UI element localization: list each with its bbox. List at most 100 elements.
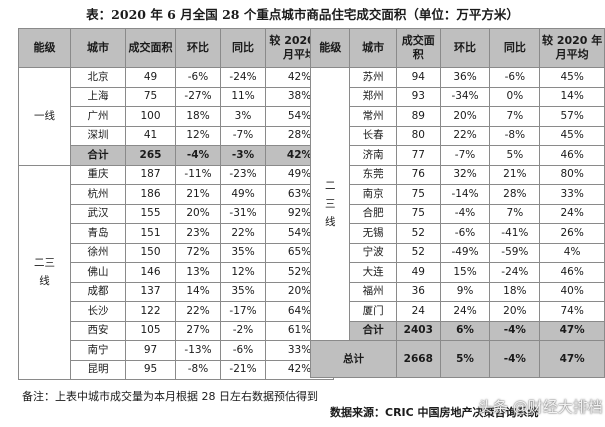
watermark: 头条 @财经大排档 [478, 398, 603, 416]
table-row: 福州 36 9% 18% 40% [311, 281, 605, 302]
area-cell: 77 [395, 145, 441, 166]
city-cell: 杭州 [70, 184, 126, 205]
mom-cell: 20% [439, 106, 491, 127]
vs2020-cell: 45% [539, 67, 605, 88]
city-cell: 徐州 [70, 242, 126, 263]
yoy-cell: -41% [489, 223, 541, 244]
right-header-row: 能级 城市 成交面积 环比 同比 较 2020 年月平均 [309, 28, 605, 68]
yoy-cell: 12% [220, 262, 266, 283]
city-cell: 东莞 [349, 164, 397, 185]
mom-cell: 6% [439, 320, 491, 341]
yoy-cell: 7% [489, 203, 541, 224]
yoy-cell: -4% [489, 340, 541, 378]
city-cell: 重庆 [70, 164, 126, 185]
table-title: 表：2020 年 6 月全国 28 个重点城市商品住宅成交面积（单位：万平方米） [86, 7, 519, 22]
yoy-cell: 22% [220, 223, 266, 244]
area-cell: 80 [395, 125, 441, 146]
mom-cell: 5% [439, 340, 491, 378]
city-cell: 长春 [349, 125, 397, 146]
city-cell: 厦门 [349, 301, 397, 322]
area-cell: 41 [125, 125, 176, 146]
data-source: 数据来源：CRIC 中国房地产决策咨询系统 [330, 406, 539, 419]
vs2020-cell: 46% [539, 145, 605, 166]
city-cell: 福州 [349, 281, 397, 302]
yoy-cell: -3% [220, 145, 266, 166]
table-row: 南宁 97 -13% -6% 33% [19, 340, 334, 361]
header-tier: 能级 [309, 28, 351, 68]
area-cell: 52 [395, 223, 441, 244]
mom-cell: 20% [175, 203, 221, 224]
city-cell: 南京 [349, 184, 397, 205]
mom-cell: -49% [439, 242, 491, 263]
table-row: 武汉 155 20% -31% 92% [19, 203, 334, 224]
table-row: 一线 北京 49 -6% -24% 42% [18, 67, 334, 166]
city-cell: 成都 [70, 281, 126, 302]
mom-cell: 15% [439, 262, 491, 283]
header-city: 城市 [349, 28, 397, 68]
city-cell: 上海 [70, 86, 126, 107]
area-cell: 95 [125, 359, 176, 380]
area-cell: 100 [125, 106, 176, 127]
area-cell: 89 [395, 106, 441, 127]
area-cell: 94 [395, 67, 441, 88]
area-cell: 75 [125, 86, 176, 107]
yoy-cell: 20% [489, 301, 541, 322]
table-row: 郑州 93 -34% 0% 14% [311, 86, 605, 107]
header-city: 城市 [70, 28, 126, 68]
area-cell: 146 [125, 262, 176, 283]
area-cell: 2403 [395, 320, 441, 341]
mom-cell: 18% [175, 106, 221, 127]
yoy-cell: 11% [220, 86, 266, 107]
mom-cell: 22% [175, 301, 221, 322]
grand-total-label: 总计 [310, 340, 397, 378]
mom-cell: -6% [175, 67, 221, 88]
city-cell: 无锡 [349, 223, 397, 244]
vs2020-cell: 26% [539, 223, 605, 244]
city-cell: 北京 [70, 67, 126, 88]
total-row: 合计 2403 6% -4% 47% [311, 320, 605, 341]
yoy-cell: 21% [489, 164, 541, 185]
yoy-cell: -6% [220, 340, 266, 361]
city-cell: 昆明 [70, 359, 126, 380]
city-cell: 广州 [70, 106, 126, 127]
city-cell: 武汉 [70, 203, 126, 224]
area-cell: 75 [395, 184, 441, 205]
table-row: 长春 80 22% -8% 45% [311, 125, 605, 146]
area-cell: 155 [125, 203, 176, 224]
yoy-cell: -7% [220, 125, 266, 146]
grand-total-row: 总计 2668 5% -4% 47% [310, 340, 605, 378]
vs2020-cell: 40% [539, 281, 605, 302]
area-cell: 186 [125, 184, 176, 205]
mom-cell: -4% [175, 145, 221, 166]
area-cell: 97 [125, 340, 176, 361]
yoy-cell: -24% [489, 262, 541, 283]
yoy-cell: -59% [489, 242, 541, 263]
table-row: 合肥 75 -4% 7% 24% [311, 203, 605, 224]
yoy-cell: 18% [489, 281, 541, 302]
area-cell: 93 [395, 86, 441, 107]
area-cell: 49 [125, 67, 176, 88]
yoy-cell: -17% [220, 301, 266, 322]
mom-cell: 32% [439, 164, 491, 185]
city-cell: 常州 [349, 106, 397, 127]
table-row: 上海 75 -27% 11% 38% [19, 86, 334, 107]
table-row: 二三线 苏州 94 36% -6% 45% [309, 67, 605, 341]
area-cell: 265 [125, 145, 176, 166]
yoy-cell: 28% [489, 184, 541, 205]
table-row: 宁波 52 -49% -59% 4% [311, 242, 605, 263]
vs2020-cell: 80% [539, 164, 605, 185]
city-cell: 长沙 [70, 301, 126, 322]
table-row: 二三线 重庆 187 -11% -23% 49% [18, 164, 334, 380]
area-cell: 151 [125, 223, 176, 244]
yoy-cell: 35% [220, 281, 266, 302]
mom-cell: -7% [439, 145, 491, 166]
mom-cell: -8% [175, 359, 221, 380]
mom-cell: 27% [175, 320, 221, 341]
city-cell: 合肥 [349, 203, 397, 224]
area-cell: 150 [125, 242, 176, 263]
yoy-cell: 7% [489, 106, 541, 127]
tier-label-cell: 二三线 [309, 67, 351, 341]
yoy-cell: 49% [220, 184, 266, 205]
mom-cell: 24% [439, 301, 491, 322]
mom-cell: 23% [175, 223, 221, 244]
